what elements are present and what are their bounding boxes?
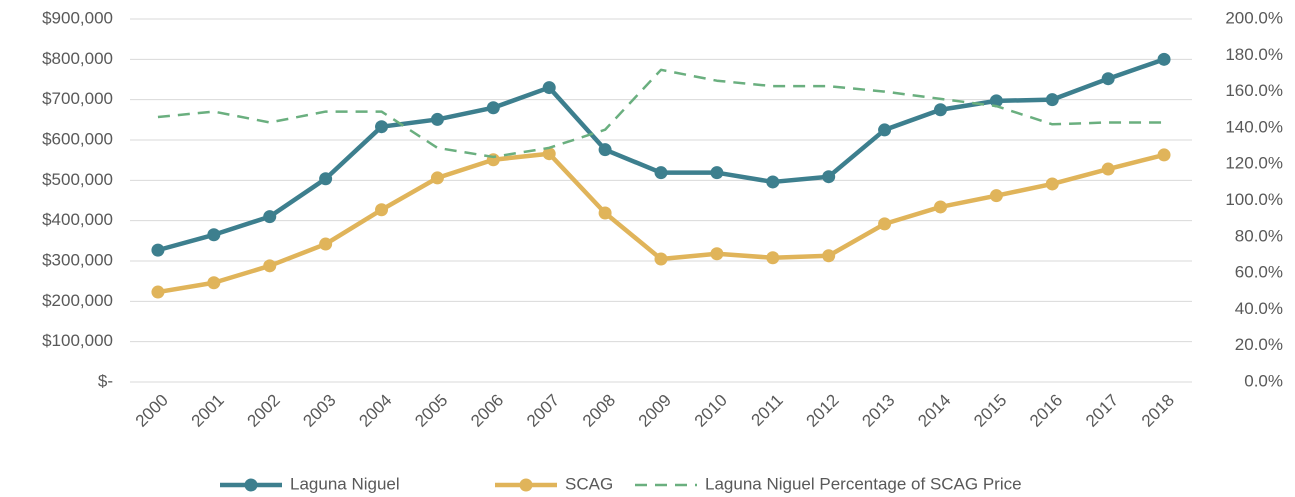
data-point xyxy=(598,206,612,220)
data-point xyxy=(1101,72,1115,86)
data-point xyxy=(654,252,668,266)
series-line xyxy=(157,68,1165,159)
y2-tick-label: 120.0% xyxy=(1225,154,1283,173)
x-tick-label: 2008 xyxy=(579,391,619,431)
data-point xyxy=(933,103,947,117)
y-tick-label: $900,000 xyxy=(42,8,113,27)
y2-tick-label: 100.0% xyxy=(1225,190,1283,209)
data-point xyxy=(878,217,892,231)
y2-tick-label: 20.0% xyxy=(1235,335,1283,354)
y-tick-label: $- xyxy=(98,371,113,390)
y2-tick-label: 0.0% xyxy=(1244,371,1283,390)
data-point xyxy=(486,101,500,115)
data-point xyxy=(263,259,277,273)
data-point xyxy=(375,203,389,217)
y-tick-label: $700,000 xyxy=(42,89,113,108)
y-tick-label: $300,000 xyxy=(42,250,113,269)
y-tick-label: $800,000 xyxy=(42,49,113,68)
x-tick-label: 2004 xyxy=(355,391,395,431)
x-tick-label: 2014 xyxy=(914,391,954,431)
x-tick-label: 2000 xyxy=(132,391,172,431)
y2-tick-label: 140.0% xyxy=(1225,117,1283,136)
data-point xyxy=(710,166,724,180)
data-point xyxy=(207,276,221,290)
data-point xyxy=(319,237,333,251)
data-point xyxy=(542,81,556,95)
legend-label: Laguna Niguel xyxy=(290,474,400,493)
y2-tick-label: 160.0% xyxy=(1225,81,1283,100)
data-point xyxy=(989,189,1003,203)
x-tick-label: 2012 xyxy=(803,391,843,431)
data-point xyxy=(598,143,612,157)
data-point xyxy=(430,112,444,126)
data-point xyxy=(822,249,836,263)
data-point xyxy=(1157,148,1171,162)
x-tick-label: 2015 xyxy=(970,391,1010,431)
x-tick-label: 2006 xyxy=(467,391,507,431)
data-point xyxy=(263,210,277,224)
data-point xyxy=(375,120,389,134)
data-point xyxy=(151,243,165,257)
data-point xyxy=(989,94,1003,108)
data-point xyxy=(207,228,221,242)
y2-tick-label: 40.0% xyxy=(1235,299,1283,318)
data-point xyxy=(319,172,333,186)
y2-tick-label: 60.0% xyxy=(1235,263,1283,282)
data-point xyxy=(822,170,836,184)
data-point xyxy=(878,123,892,137)
legend-label: Laguna Niguel Percentage of SCAG Price xyxy=(705,474,1022,493)
x-tick-label: 2002 xyxy=(244,391,284,431)
y-tick-label: $200,000 xyxy=(42,291,113,310)
data-point xyxy=(1045,93,1059,107)
x-tick-label: 2003 xyxy=(299,391,339,431)
y-tick-label: $600,000 xyxy=(42,129,113,148)
data-point xyxy=(1045,177,1059,191)
data-point xyxy=(430,171,444,185)
legend-marker xyxy=(519,478,533,492)
legend-label: SCAG xyxy=(565,474,613,493)
x-tick-label: 2017 xyxy=(1082,391,1122,431)
x-tick-label: 2013 xyxy=(858,391,898,431)
y2-tick-label: 80.0% xyxy=(1235,226,1283,245)
series-line xyxy=(157,57,1165,253)
data-point xyxy=(542,147,556,161)
data-point xyxy=(710,247,724,261)
data-point xyxy=(933,200,947,214)
data-point xyxy=(766,175,780,189)
y-tick-label: $400,000 xyxy=(42,210,113,229)
legend-marker xyxy=(244,478,258,492)
x-tick-label: 2007 xyxy=(523,391,563,431)
x-tick-label: 2010 xyxy=(691,391,731,431)
x-tick-label: 2001 xyxy=(188,391,228,431)
x-tick-label: 2018 xyxy=(1138,391,1178,431)
x-tick-label: 2016 xyxy=(1026,391,1066,431)
x-tick-label: 2011 xyxy=(748,391,787,430)
y2-tick-label: 200.0% xyxy=(1225,8,1283,27)
y2-tick-label: 180.0% xyxy=(1225,45,1283,64)
x-tick-label: 2009 xyxy=(635,391,675,431)
data-point xyxy=(654,166,668,180)
x-tick-label: 2005 xyxy=(411,391,451,431)
data-point xyxy=(1157,52,1171,66)
data-point xyxy=(151,285,165,299)
y-tick-label: $500,000 xyxy=(42,170,113,189)
data-point xyxy=(766,251,780,265)
data-point xyxy=(1101,162,1115,176)
y-tick-label: $100,000 xyxy=(42,331,113,350)
